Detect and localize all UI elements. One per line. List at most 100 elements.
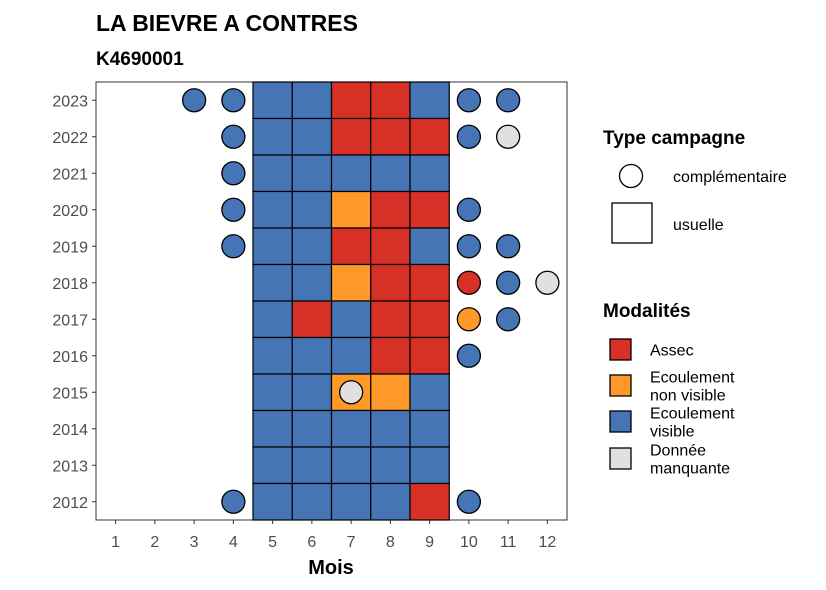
point-2018-12	[535, 270, 560, 295]
cell-2017-8	[370, 300, 411, 339]
cell-2017-5	[252, 300, 293, 339]
cell-2021-8	[370, 154, 411, 193]
cell-2022-5	[252, 117, 293, 156]
cell-2017-6	[291, 300, 333, 339]
cell-2018-5	[252, 263, 293, 302]
cell-2022-6	[291, 117, 333, 156]
cell-2016-8	[370, 336, 411, 375]
cell-2020-5	[252, 190, 293, 229]
cell-2013-8	[370, 446, 411, 485]
point-2020-10	[456, 197, 482, 222]
cell-2023-7	[330, 81, 372, 120]
legend-swatch-1	[609, 374, 632, 397]
cell-2017-9	[409, 300, 450, 339]
x-tick-label-4: 4	[229, 534, 238, 551]
point-2019-10	[456, 234, 482, 259]
y-tick-label-2015: 2015	[52, 385, 88, 402]
legend-swatch-2	[609, 410, 632, 433]
legend-type-campagne: Type campagne complémentaire usuelle	[603, 128, 787, 244]
legend-label-2-a: Ecoulement	[650, 406, 735, 423]
cell-2014-8	[370, 409, 411, 448]
cell-2023-8	[370, 81, 411, 120]
cell-2021-7	[330, 154, 372, 193]
legend-label-3-b: manquante	[650, 461, 730, 478]
y-tick-label-2012: 2012	[52, 495, 88, 512]
cell-2020-7	[330, 190, 372, 229]
legend-label-3-a: Donnée	[650, 443, 706, 460]
cell-2016-7	[330, 336, 372, 375]
x-axis-label: Mois	[308, 557, 354, 579]
cell-2014-6	[291, 409, 333, 448]
chart-subtitle: K4690001	[96, 49, 184, 70]
cell-2012-6	[291, 482, 333, 521]
legend-label-1-a: Ecoulement	[650, 370, 735, 387]
cell-2012-7	[330, 482, 372, 521]
x-tick-label-9: 9	[425, 534, 434, 551]
y-axis: 2012 2013 2014 2015 2016 2017 2018 2019 2020 2021…	[52, 93, 96, 512]
cell-2013-5	[252, 446, 293, 485]
point-2023-10	[456, 88, 482, 113]
point-2012-4	[221, 489, 246, 514]
cell-2020-8	[370, 190, 411, 229]
x-tick-label-1: 1	[111, 534, 120, 551]
cell-2018-6	[291, 263, 333, 302]
cell-2022-7	[330, 117, 372, 156]
x-tick-label-11: 11	[500, 534, 517, 551]
point-2012-10	[456, 489, 482, 514]
legend-swatch-3	[609, 447, 632, 470]
x-tick-label-3: 3	[190, 534, 199, 551]
cell-2015-8	[370, 373, 411, 412]
x-tick-label-7: 7	[347, 534, 356, 551]
cell-2021-9	[409, 154, 450, 193]
cell-2019-6	[291, 227, 333, 266]
cell-2014-9	[409, 409, 450, 448]
y-tick-label-2018: 2018	[52, 276, 88, 293]
x-axis: 1 2 3 4 5 6 7 8 9 10 11 12	[111, 520, 556, 551]
cell-2015-5	[252, 373, 293, 412]
cell-2023-9	[409, 81, 450, 120]
cell-2022-9	[409, 117, 450, 156]
point-2019-11	[495, 234, 521, 259]
point-2015-7	[338, 380, 364, 405]
cell-2018-9	[409, 263, 450, 302]
point-2016-10	[456, 343, 482, 368]
cell-2012-5	[252, 482, 293, 521]
cell-2017-7	[330, 300, 372, 339]
legend-type-label-0: complémentaire	[673, 169, 787, 186]
y-tick-label-2023: 2023	[52, 93, 88, 110]
cell-2020-6	[291, 190, 333, 229]
cell-2012-9	[409, 482, 450, 521]
cell-2021-6	[291, 154, 333, 193]
cell-2016-5	[252, 336, 293, 375]
x-tick-label-12: 12	[538, 534, 556, 551]
y-tick-label-2020: 2020	[52, 203, 88, 220]
cell-2013-6	[291, 446, 333, 485]
chart-title: LA BIEVRE A CONTRES	[96, 10, 358, 36]
legend-type-square-key	[611, 202, 653, 244]
legend-modalites-title: Modalités	[603, 301, 691, 322]
point-2022-10	[456, 124, 482, 149]
y-tick-label-2013: 2013	[52, 458, 88, 475]
usuelle-cells	[252, 81, 450, 521]
cell-2019-8	[370, 227, 411, 266]
x-tick-label-5: 5	[268, 534, 277, 551]
y-tick-label-2022: 2022	[52, 130, 88, 147]
point-2023-11	[495, 88, 521, 113]
x-tick-label-8: 8	[386, 534, 395, 551]
legend-type-title: Type campagne	[603, 128, 745, 149]
point-2018-11	[495, 270, 521, 295]
cell-2014-7	[330, 409, 372, 448]
point-2022-4	[221, 124, 246, 149]
y-tick-label-2021: 2021	[52, 166, 88, 183]
cell-2016-9	[409, 336, 450, 375]
cell-2018-8	[370, 263, 411, 302]
point-2018-10	[456, 270, 482, 295]
cell-2015-9	[409, 373, 450, 412]
cell-2019-9	[409, 227, 450, 266]
legend-label-0: Assec	[650, 343, 694, 360]
cell-2016-6	[291, 336, 333, 375]
cell-2019-5	[252, 227, 293, 266]
x-tick-label-2: 2	[150, 534, 159, 551]
x-tick-label-6: 6	[307, 534, 316, 551]
